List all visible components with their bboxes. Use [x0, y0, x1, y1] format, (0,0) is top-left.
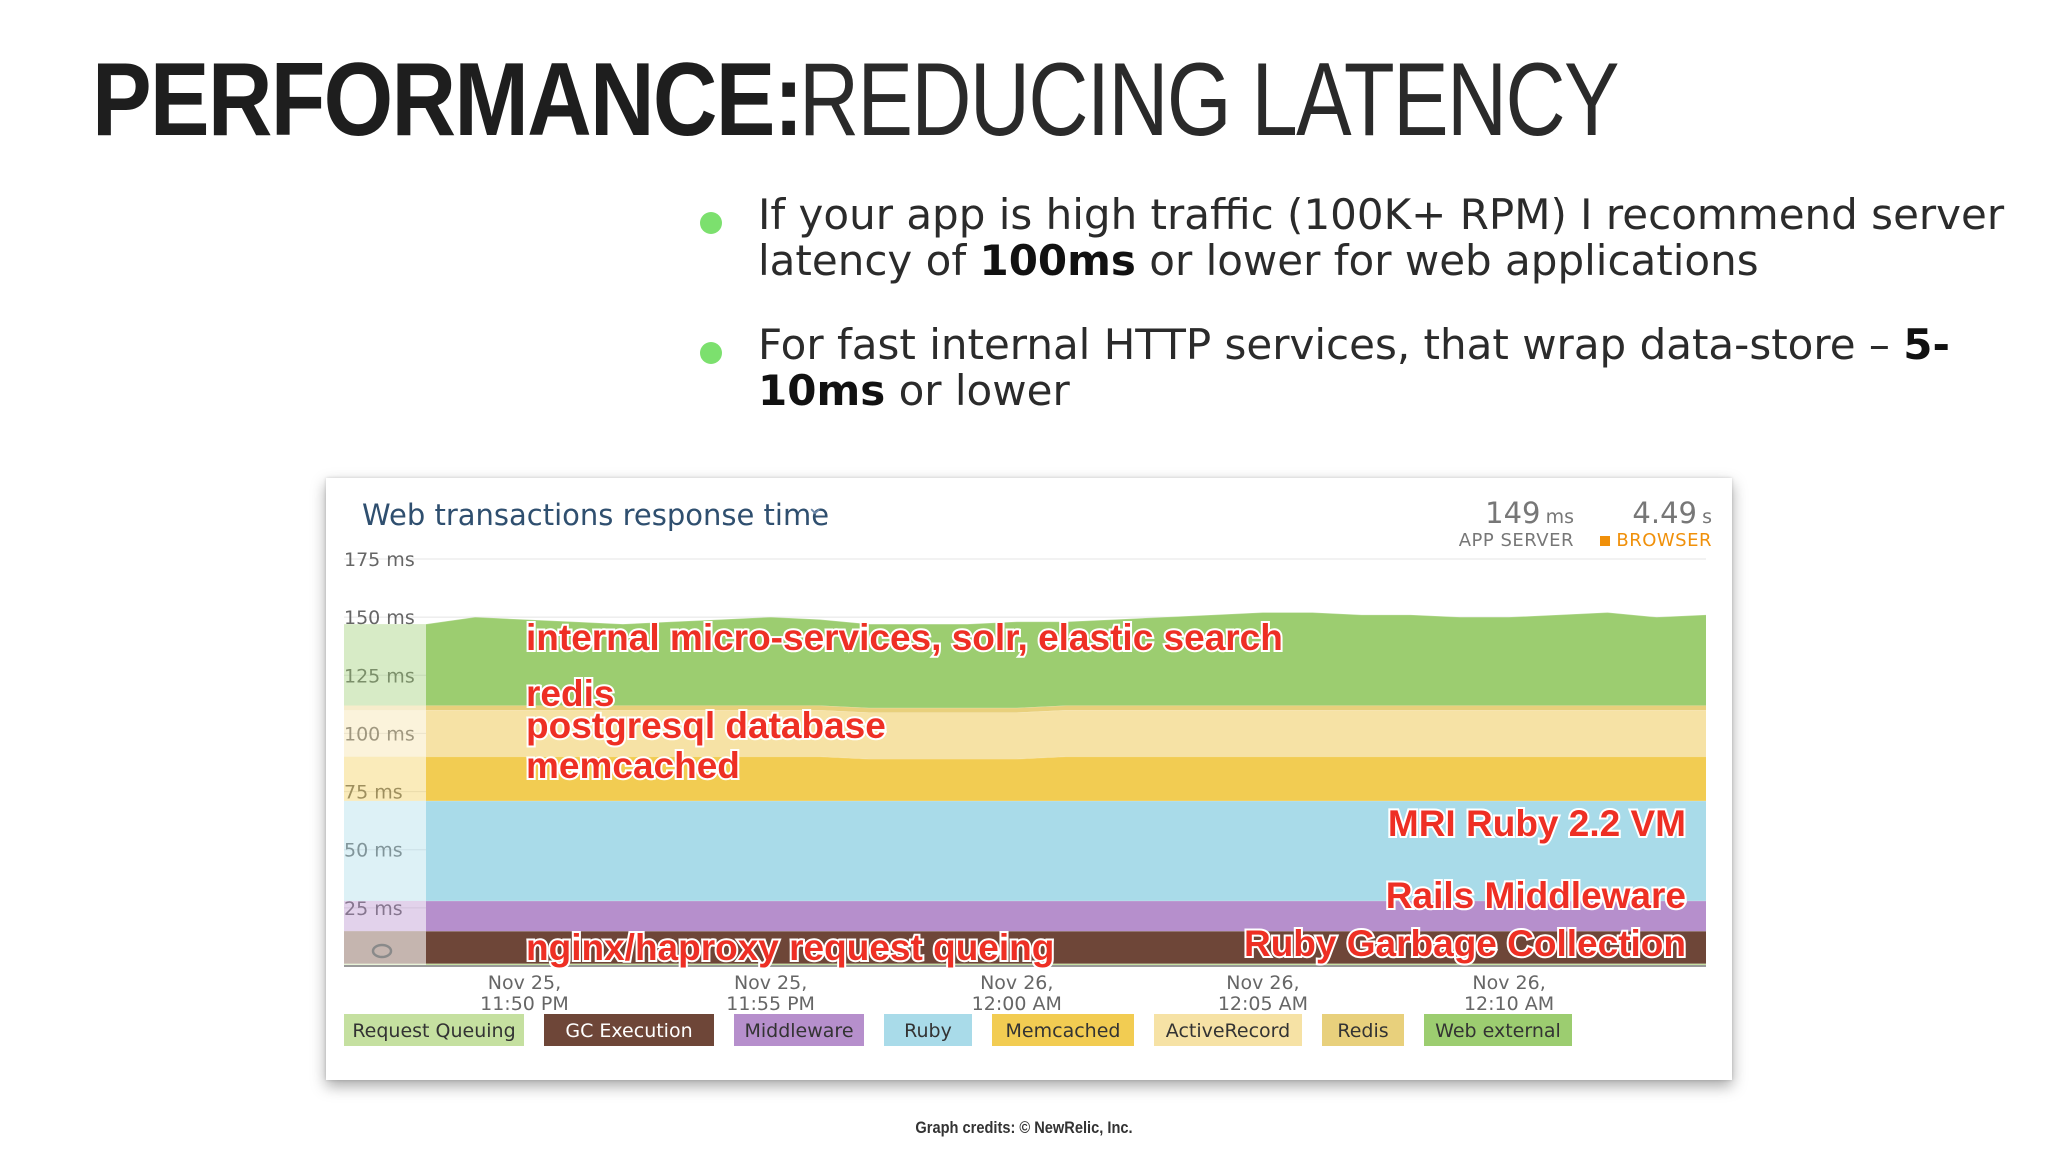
eye-icon [371, 943, 393, 959]
chart-annotation: MRI Ruby 2.2 VM [1388, 803, 1686, 844]
y-tick-label: 100 ms [344, 723, 415, 745]
preview-band-segment [344, 900, 426, 932]
legend-item[interactable]: GC Execution [544, 1014, 714, 1046]
preview-band-segment [344, 931, 426, 964]
browser-label: BROWSER [1616, 530, 1712, 551]
legend-label: Middleware [744, 1020, 853, 1042]
preview-band-segment [344, 963, 426, 966]
legend-swatch [344, 1014, 524, 1046]
legend-swatch [884, 1014, 972, 1046]
legend-item[interactable]: Redis [1322, 1014, 1404, 1046]
bullet-bold: 5-10ms [758, 320, 1950, 415]
area-edge [426, 705, 1706, 709]
legend-item[interactable]: Middleware [734, 1014, 864, 1046]
legend-swatch [1322, 1014, 1404, 1046]
legend-item[interactable]: Ruby [884, 1014, 972, 1046]
stacked-area-chart: 175 ms 150 ms 125 ms 100 ms 75 ms 50 ms 25 ms N… [344, 549, 1707, 1046]
area-memcached [426, 756, 1706, 801]
legend-item[interactable]: Web external [1424, 1014, 1572, 1046]
y-tick-label: 50 ms [344, 840, 403, 862]
area-ruby [426, 800, 1706, 901]
browser-metric: 4.49 s BROWSER [1582, 496, 1712, 551]
bullet-text: or lower [885, 366, 1070, 415]
chart-panel: Web transactions response time ⌄ 149 ms … [326, 478, 1732, 1080]
app-server-label: APP SERVER [1458, 530, 1574, 551]
bullet-list: If your app is high traffic (100K+ RPM) … [700, 192, 2010, 452]
area-gc-execution [426, 931, 1706, 964]
preview-band-segment [344, 705, 426, 711]
x-tick-label: 12:10 AM [1464, 993, 1554, 1015]
x-tick-label: 11:50 PM [480, 993, 569, 1015]
x-tick-label: Nov 25, [734, 972, 807, 994]
legend-item[interactable]: Memcached [992, 1014, 1134, 1046]
legend-label: GC Execution [565, 1020, 692, 1042]
area-redis [426, 705, 1706, 713]
x-tick-label: Nov 25, [488, 972, 561, 994]
legend-label: Web external [1435, 1020, 1561, 1042]
y-tick-label: 175 ms [344, 549, 415, 571]
chart-annotation: postgresql database [526, 705, 886, 746]
browser-unit: s [1702, 506, 1712, 528]
slide-title: PERFORMANCE:REDUCING LATENCY [92, 40, 1823, 160]
legend-label: Redis [1337, 1020, 1388, 1042]
legend-item[interactable]: ActiveRecord [1154, 1014, 1302, 1046]
slide-title-light: REDUCING LATENCY [799, 42, 1619, 158]
area-edge [426, 756, 1706, 760]
legend-swatch [544, 1014, 714, 1046]
x-tick-label: Nov 26, [1226, 972, 1299, 994]
bullet-dot-icon [700, 212, 722, 234]
bullet-text: If your app is high traffic (100K+ RPM) … [758, 190, 2005, 285]
browser-value: 4.49 [1632, 496, 1697, 530]
bullet-text: or lower for web applications [1135, 236, 1759, 285]
x-tick-label: 12:05 AM [1218, 993, 1308, 1015]
legend-swatch [1424, 1014, 1572, 1046]
chart-title[interactable]: Web transactions response time [362, 498, 830, 532]
y-tick-label: 25 ms [344, 898, 403, 920]
legend-label: Ruby [904, 1020, 952, 1042]
app-server-metric: 149 ms APP SERVER [1426, 496, 1574, 551]
browser-square-icon [1600, 536, 1611, 546]
bullet-dot-icon [700, 342, 722, 364]
chart-annotation: redis [526, 673, 614, 714]
x-tick-label: Nov 26, [980, 972, 1053, 994]
y-tick-label: 125 ms [344, 665, 415, 687]
graph-credits: Graph credits: © NewRelic, Inc. [915, 1118, 1133, 1137]
slide-title-bold: PERFORMANCE: [92, 42, 804, 158]
chart-annotation: Ruby Garbage Collection [1244, 923, 1686, 964]
bullet-bold: 100ms [979, 236, 1136, 285]
preview-band-segment [344, 756, 426, 801]
legend-label: Memcached [1006, 1020, 1121, 1042]
chart-annotation: nginx/haproxy request queing [526, 927, 1054, 968]
x-tick-label: 11:55 PM [726, 993, 815, 1015]
y-tick-label: 150 ms [344, 607, 415, 629]
app-server-unit: ms [1545, 506, 1574, 528]
preview-band-segment [344, 710, 426, 757]
bullet-item: If your app is high traffic (100K+ RPM) … [700, 192, 2010, 284]
x-tick-label: 12:00 AM [972, 993, 1062, 1015]
legend-item[interactable]: Request Queuing [344, 1014, 524, 1046]
app-server-value: 149 [1485, 496, 1541, 530]
chevron-down-icon[interactable]: ⌄ [806, 494, 825, 519]
chart-annotation: memcached [526, 745, 740, 786]
legend-swatch [1154, 1014, 1302, 1046]
y-tick-label: 75 ms [344, 782, 403, 804]
legend-label: ActiveRecord [1166, 1020, 1290, 1042]
area-edge [425, 611, 1707, 625]
bullet-text: For fast internal HTTP services, that wr… [758, 320, 1904, 369]
legend-swatch [734, 1014, 864, 1046]
area-activerecord [426, 710, 1706, 760]
x-tick-label: Nov 26, [1472, 972, 1545, 994]
legend-label: Request Queuing [352, 1020, 515, 1042]
preview-band-segment [344, 800, 426, 901]
series-preview-band [344, 624, 426, 966]
area-web-external [426, 612, 1706, 708]
preview-band-segment [344, 624, 426, 706]
bullet-item: For fast internal HTTP services, that wr… [700, 322, 2010, 414]
area-middleware [426, 900, 1706, 932]
chart-annotation: Rails Middleware [1386, 875, 1686, 916]
legend-swatch [992, 1014, 1134, 1046]
chart-annotation: internal micro-services, solr, elastic s… [526, 617, 1283, 658]
